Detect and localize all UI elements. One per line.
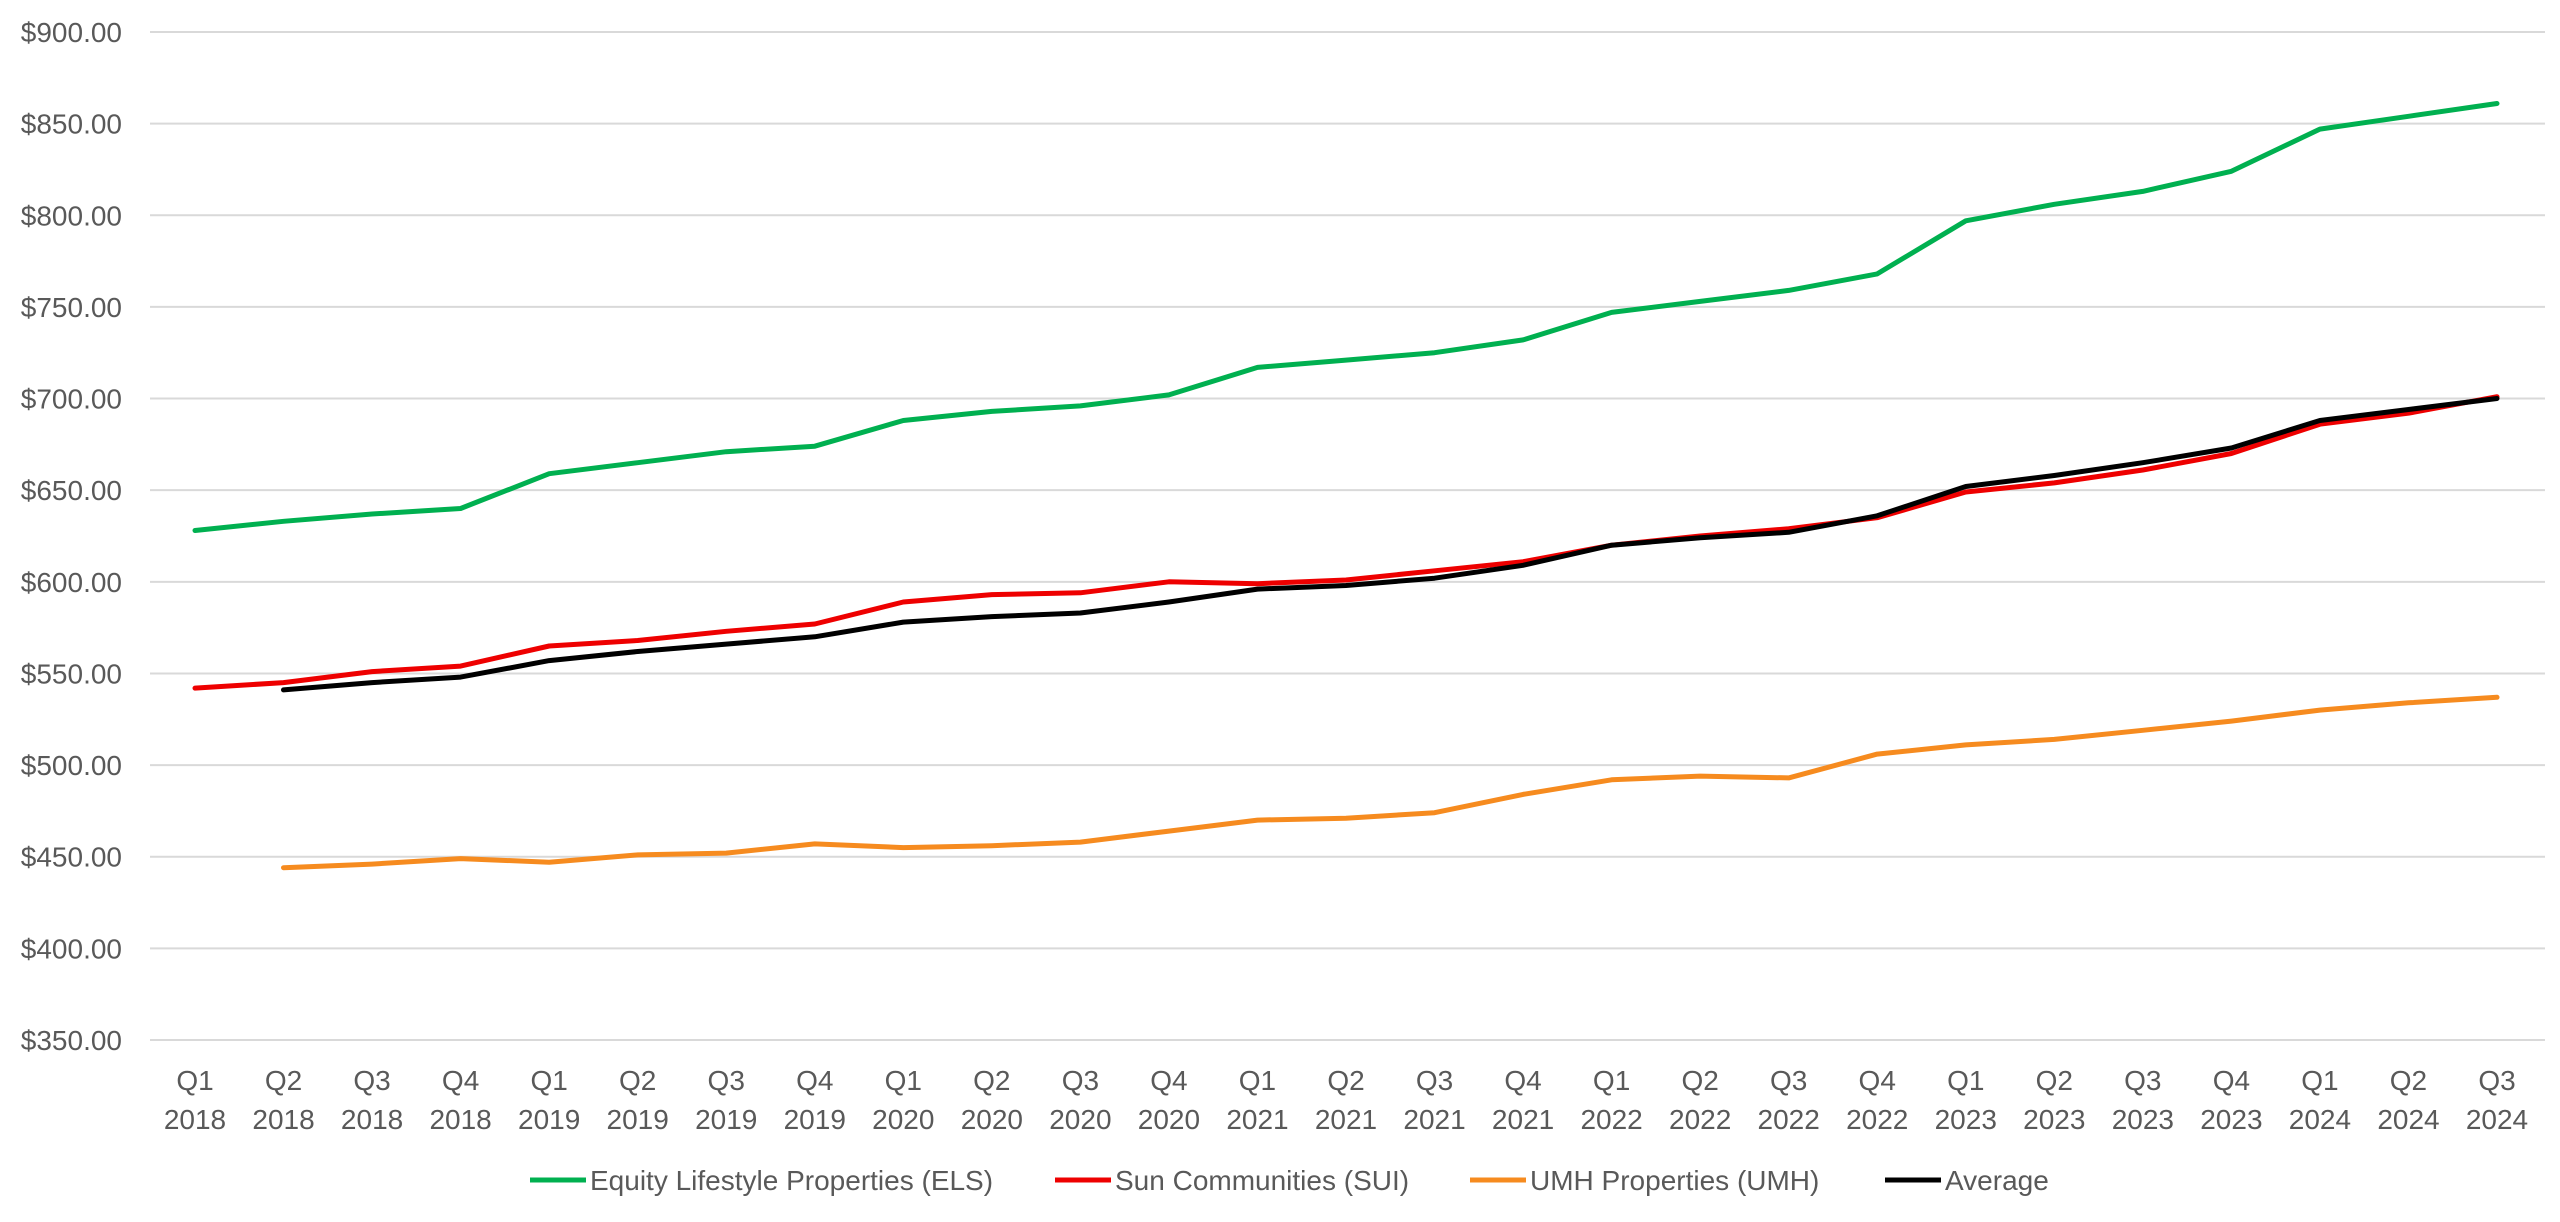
x-tick-year-label: 2021 bbox=[1226, 1104, 1288, 1135]
x-tick-quarter-label: Q1 bbox=[176, 1065, 213, 1096]
series-line-0 bbox=[192, 101, 2500, 533]
x-tick-quarter-label: Q1 bbox=[2301, 1065, 2338, 1096]
y-tick-label: $700.00 bbox=[21, 384, 122, 415]
x-tick-quarter-label: Q4 bbox=[442, 1065, 479, 1096]
x-tick-quarter-label: Q4 bbox=[796, 1065, 833, 1096]
legend-label-0: Equity Lifestyle Properties (ELS) bbox=[590, 1165, 993, 1196]
x-tick-year-label: 2018 bbox=[252, 1104, 314, 1135]
x-tick-year-label: 2024 bbox=[2289, 1104, 2351, 1135]
x-tick-quarter-label: Q2 bbox=[2036, 1065, 2073, 1096]
legend-label-2: UMH Properties (UMH) bbox=[1530, 1165, 1819, 1196]
x-tick-year-label: 2023 bbox=[2112, 1104, 2174, 1135]
x-tick-year-label: 2022 bbox=[1846, 1104, 1908, 1135]
x-tick-quarter-label: Q4 bbox=[1859, 1065, 1896, 1096]
x-axis-tick-labels: Q1 2018 Q2 2018 Q3 2018 Q4 2018 Q1 2019 Q2 2019 Q3 20… bbox=[164, 1065, 2528, 1135]
x-tick-year-label: 2023 bbox=[2200, 1104, 2262, 1135]
x-tick-quarter-label: Q2 bbox=[2390, 1065, 2427, 1096]
x-tick-quarter-label: Q1 bbox=[1947, 1065, 1984, 1096]
x-tick-quarter-label: Q1 bbox=[885, 1065, 922, 1096]
x-tick-year-label: 2022 bbox=[1580, 1104, 1642, 1135]
series-line-3 bbox=[281, 396, 2500, 693]
x-tick-quarter-label: Q2 bbox=[973, 1065, 1010, 1096]
y-tick-label: $900.00 bbox=[21, 17, 122, 48]
legend-label-1: Sun Communities (SUI) bbox=[1115, 1165, 1409, 1196]
y-tick-label: $600.00 bbox=[21, 567, 122, 598]
x-tick-quarter-label: Q2 bbox=[619, 1065, 656, 1096]
x-tick-year-label: 2023 bbox=[1935, 1104, 1997, 1135]
x-tick-quarter-label: Q1 bbox=[1593, 1065, 1630, 1096]
x-tick-year-label: 2020 bbox=[1138, 1104, 1200, 1135]
series-lines bbox=[192, 101, 2500, 871]
x-tick-year-label: 2020 bbox=[872, 1104, 934, 1135]
x-tick-year-label: 2022 bbox=[1758, 1104, 1820, 1135]
y-tick-label: $550.00 bbox=[21, 658, 122, 689]
x-tick-year-label: 2024 bbox=[2377, 1104, 2439, 1135]
x-tick-year-label: 2019 bbox=[607, 1104, 669, 1135]
x-tick-quarter-label: Q3 bbox=[1416, 1065, 1453, 1096]
x-tick-quarter-label: Q4 bbox=[1150, 1065, 1187, 1096]
x-tick-quarter-label: Q3 bbox=[2478, 1065, 2515, 1096]
x-tick-quarter-label: Q2 bbox=[1681, 1065, 1718, 1096]
x-tick-year-label: 2022 bbox=[1669, 1104, 1731, 1135]
y-axis-tick-labels: $350.00 $400.00 $450.00 $500.00 $550.00 $600.… bbox=[21, 17, 122, 1056]
x-tick-year-label: 2021 bbox=[1492, 1104, 1554, 1135]
y-tick-label: $800.00 bbox=[21, 200, 122, 231]
x-tick-quarter-label: Q3 bbox=[708, 1065, 745, 1096]
x-tick-year-label: 2019 bbox=[784, 1104, 846, 1135]
x-tick-year-label: 2020 bbox=[1049, 1104, 1111, 1135]
y-tick-label: $350.00 bbox=[21, 1025, 122, 1056]
x-tick-year-label: 2021 bbox=[1403, 1104, 1465, 1135]
x-tick-year-label: 2018 bbox=[429, 1104, 491, 1135]
x-tick-year-label: 2020 bbox=[961, 1104, 1023, 1135]
x-tick-quarter-label: Q3 bbox=[1062, 1065, 1099, 1096]
x-tick-quarter-label: Q3 bbox=[2124, 1065, 2161, 1096]
series-line-1 bbox=[192, 394, 2500, 691]
x-tick-year-label: 2023 bbox=[2023, 1104, 2085, 1135]
y-tick-label: $400.00 bbox=[21, 933, 122, 964]
y-tick-label: $850.00 bbox=[21, 109, 122, 140]
x-tick-quarter-label: Q2 bbox=[1327, 1065, 1364, 1096]
y-tick-label: $650.00 bbox=[21, 475, 122, 506]
y-tick-label: $500.00 bbox=[21, 750, 122, 781]
y-tick-label: $450.00 bbox=[21, 842, 122, 873]
x-tick-year-label: 2021 bbox=[1315, 1104, 1377, 1135]
x-tick-year-label: 2018 bbox=[164, 1104, 226, 1135]
x-tick-quarter-label: Q4 bbox=[2213, 1065, 2250, 1096]
x-tick-year-label: 2019 bbox=[695, 1104, 757, 1135]
x-tick-quarter-label: Q2 bbox=[265, 1065, 302, 1096]
x-tick-year-label: 2024 bbox=[2466, 1104, 2528, 1135]
legend: Equity Lifestyle Properties (ELS) Sun Com… bbox=[530, 1165, 2049, 1196]
legend-label-3: Average bbox=[1945, 1165, 2049, 1196]
x-tick-quarter-label: Q4 bbox=[1504, 1065, 1541, 1096]
x-tick-quarter-label: Q3 bbox=[353, 1065, 390, 1096]
x-tick-quarter-label: Q3 bbox=[1770, 1065, 1807, 1096]
x-tick-year-label: 2019 bbox=[518, 1104, 580, 1135]
x-tick-year-label: 2018 bbox=[341, 1104, 403, 1135]
x-tick-quarter-label: Q1 bbox=[530, 1065, 567, 1096]
y-tick-label: $750.00 bbox=[21, 292, 122, 323]
x-tick-quarter-label: Q1 bbox=[1239, 1065, 1276, 1096]
series-line-2 bbox=[281, 694, 2500, 871]
